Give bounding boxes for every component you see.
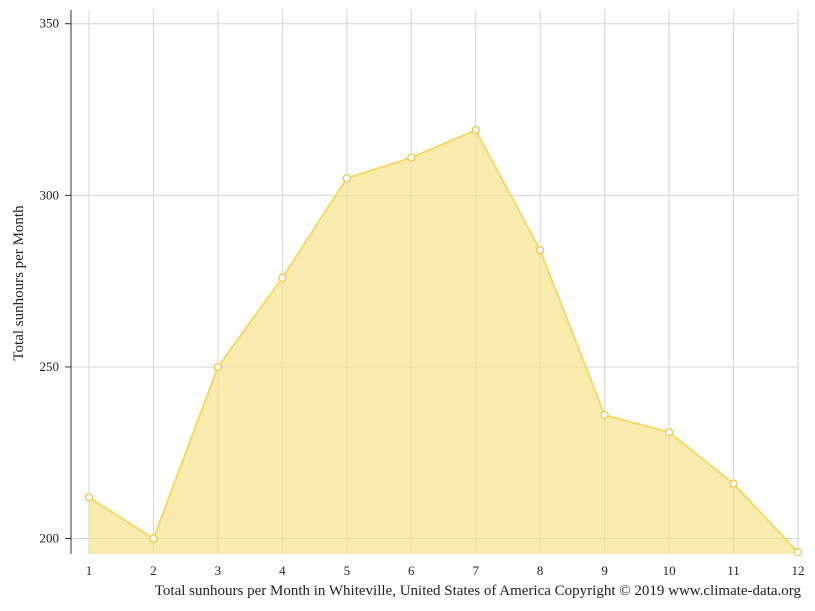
data-markers: [84, 126, 803, 557]
chart-caption: Total sunhours per Month in Whiteville, …: [154, 583, 801, 599]
x-tick-label: 1: [86, 563, 93, 578]
area-layer: [88, 128, 799, 554]
data-point: [729, 479, 738, 488]
x-tick-label: 4: [279, 563, 286, 578]
x-tick-label: 9: [601, 563, 608, 578]
x-tick-label: 11: [727, 563, 740, 578]
x-tick-label: 8: [537, 563, 544, 578]
area-fill: [89, 130, 798, 554]
y-tick-label: 200: [40, 531, 60, 546]
data-point: [471, 126, 480, 135]
data-point: [278, 273, 287, 282]
y-tick-label: 300: [40, 187, 60, 202]
data-point: [213, 362, 223, 372]
series-line: [88, 128, 799, 553]
data-point: [793, 548, 803, 557]
data-point: [664, 428, 674, 437]
data-point: [342, 174, 351, 183]
x-tick-label: 3: [215, 563, 222, 578]
x-tick-label: 2: [150, 563, 157, 578]
x-tick-label: 10: [663, 563, 676, 578]
axes: [65, 10, 72, 554]
y-tick-label: 350: [40, 16, 60, 31]
data-point: [536, 246, 545, 255]
data-point: [149, 534, 158, 543]
x-tick-label: 7: [472, 563, 479, 578]
y-axis-label: Total sunhours per Month: [11, 205, 27, 361]
y-tick-label: 250: [40, 359, 60, 374]
data-point: [84, 493, 94, 502]
x-tick-label: 12: [792, 563, 805, 578]
data-point: [600, 410, 609, 420]
x-tick-label: 6: [408, 563, 415, 578]
x-tick-label: 5: [344, 563, 351, 578]
data-point: [407, 153, 416, 162]
